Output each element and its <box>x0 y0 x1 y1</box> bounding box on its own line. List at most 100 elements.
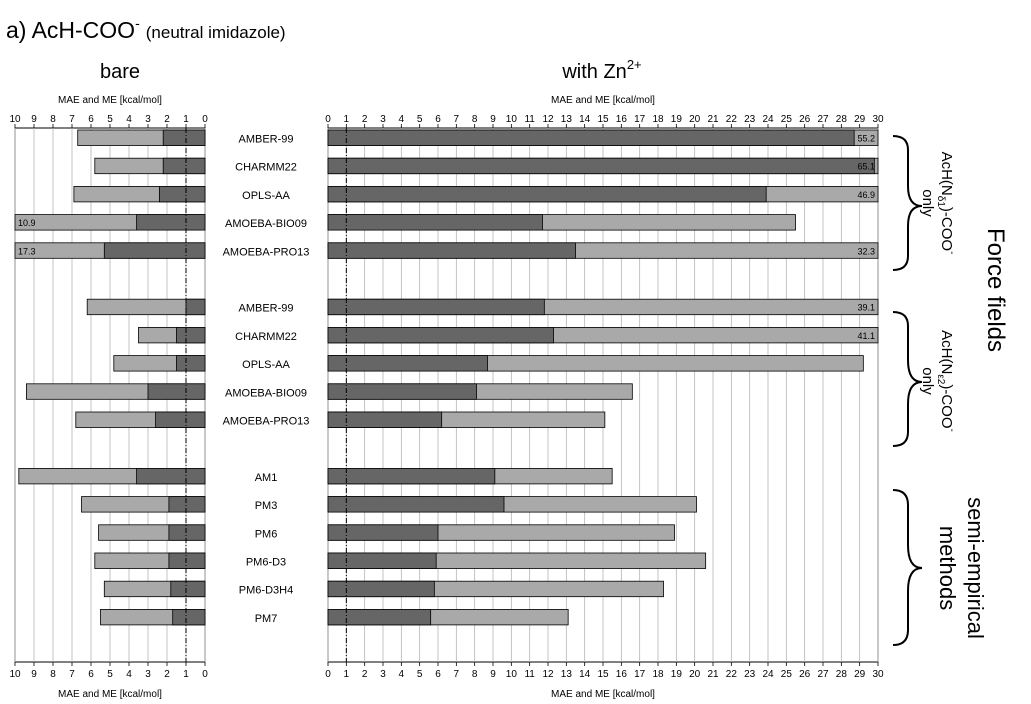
side-label-force-fields: Force fields <box>982 228 1009 352</box>
right-tick-label-top: 10 <box>506 114 518 125</box>
right-tick-label-bottom: 8 <box>472 669 478 680</box>
right-tick-label-top: 4 <box>399 114 405 125</box>
left-tick-label-top: 6 <box>88 114 94 125</box>
left-bar-me <box>103 242 206 259</box>
side-label-semi-empirical: semi-empirical methods <box>935 497 988 639</box>
right-tick-label-bottom: 4 <box>399 669 405 680</box>
right-tick-label-top: 29 <box>854 114 866 125</box>
left-bar-me <box>162 129 206 146</box>
svg-text:AcH(Nε2)-COO-: AcH(Nε2)-COO- <box>935 330 957 432</box>
category-label: PM6 <box>255 528 278 540</box>
left-overflow-label: 17.3 <box>18 246 36 256</box>
left-tick-label-bottom: 9 <box>31 669 37 680</box>
right-tick-label-top: 21 <box>707 114 719 125</box>
side-label-group2: AcH(Nε2)-COO- only <box>919 330 957 432</box>
category-label: CHARMM22 <box>235 162 297 174</box>
right-tick-label-top: 27 <box>817 114 829 125</box>
left-bar-me <box>136 214 206 231</box>
left-tick-label-top: 9 <box>31 114 37 125</box>
brace-group3-icon <box>892 489 923 646</box>
right-tick-label-bottom: 11 <box>524 669 535 680</box>
left-panel-title: bare <box>100 61 140 83</box>
brace-group2-icon <box>892 311 923 447</box>
category-label: AMOEBA-PRO13 <box>223 416 310 428</box>
left-xlabel-bottom: MAE and ME [kcal/mol] <box>58 689 162 700</box>
left-tick-label-bottom: 5 <box>107 669 113 680</box>
right-tick-label-bottom: 15 <box>597 669 609 680</box>
right-tick-label-top: 16 <box>616 114 628 125</box>
right-tick-label-top: 17 <box>634 114 646 125</box>
right-tick-label-top: 15 <box>597 114 609 125</box>
left-tick-label-top: 5 <box>107 114 113 125</box>
svg-text:semi-empirical: semi-empirical <box>963 497 988 639</box>
right-tick-label-bottom: 14 <box>579 669 591 680</box>
category-label: AMBER-99 <box>238 134 293 146</box>
left-tick-label-top: 4 <box>126 114 132 125</box>
category-label: PM7 <box>255 613 278 625</box>
right-tick-label-top: 7 <box>454 114 460 125</box>
right-tick-label-bottom: 17 <box>634 669 646 680</box>
right-tick-label-bottom: 27 <box>817 669 829 680</box>
right-tick-label-top: 2 <box>362 114 368 125</box>
right-panel: 0011223344556677889910101111121213131414… <box>325 95 884 700</box>
right-tick-label-top: 22 <box>726 114 738 125</box>
right-tick-label-top: 24 <box>762 114 774 125</box>
left-tick-label-top: 7 <box>69 114 75 125</box>
category-label: PM6-D3H4 <box>239 585 293 597</box>
right-tick-label-bottom: 10 <box>506 669 518 680</box>
right-bar-me <box>327 496 505 513</box>
left-bar-me <box>147 383 206 400</box>
right-tick-label-bottom: 18 <box>652 669 664 680</box>
right-bar-me <box>327 298 545 316</box>
right-tick-label-bottom: 26 <box>799 669 811 680</box>
side-label-group1: AcH(Nδ1)-COO- only <box>919 152 957 255</box>
left-bar-me <box>172 609 206 626</box>
left-tick-label-top: 0 <box>202 114 208 125</box>
left-bar-me <box>176 326 206 344</box>
right-tick-label-bottom: 20 <box>689 669 701 680</box>
left-bar-me <box>158 185 206 203</box>
right-tick-label-top: 20 <box>689 114 701 125</box>
left-bar-me <box>155 411 206 428</box>
right-overflow-label: 41.1 <box>857 331 875 341</box>
left-bar-me <box>170 580 206 598</box>
left-tick-label-bottom: 4 <box>126 669 132 680</box>
right-tick-label-bottom: 19 <box>671 669 683 680</box>
right-tick-label-bottom: 24 <box>762 669 774 680</box>
right-bar-me <box>327 157 875 175</box>
right-tick-label-bottom: 0 <box>325 669 331 680</box>
right-tick-label-top: 11 <box>524 114 535 125</box>
right-tick-label-top: 9 <box>490 114 496 125</box>
right-tick-label-top: 30 <box>872 114 884 125</box>
category-label: AM1 <box>255 472 278 484</box>
right-tick-label-bottom: 7 <box>454 669 460 680</box>
left-tick-label-bottom: 7 <box>69 669 75 680</box>
right-overflow-label: 65.1 <box>857 162 875 172</box>
right-bar-me <box>327 552 437 569</box>
right-tick-label-top: 26 <box>799 114 811 125</box>
svg-text:AcH(Nδ1)-COO-: AcH(Nδ1)-COO- <box>935 152 957 255</box>
brace-group1-icon <box>892 135 923 271</box>
right-bar-me <box>327 242 576 259</box>
left-xlabel-top: MAE and ME [kcal/mol] <box>58 95 162 106</box>
right-tick-label-top: 6 <box>435 114 441 125</box>
category-label: PM6-D3 <box>246 557 286 569</box>
category-label: OPLS-AA <box>242 190 290 202</box>
right-bar-me <box>327 524 439 541</box>
left-tick-label-bottom: 6 <box>88 669 94 680</box>
svg-text:only: only <box>919 367 936 395</box>
right-tick-label-bottom: 16 <box>616 669 628 680</box>
category-label: AMOEBA-PRO13 <box>223 246 310 258</box>
right-tick-label-top: 8 <box>472 114 478 125</box>
right-bar-me <box>327 326 554 344</box>
right-bar-me <box>327 467 496 485</box>
category-labels: AMBER-99 CHARMM22 OPLS-AA AMOEBA-BIO09 AMOEB… <box>223 134 310 625</box>
right-tick-label-bottom: 21 <box>707 669 719 680</box>
figure-title: a) AcH-COO- (neutral imidazole) <box>6 15 286 43</box>
category-label: CHARMM22 <box>235 331 297 343</box>
left-tick-label-top: 2 <box>164 114 170 125</box>
right-bar-me <box>327 185 767 203</box>
left-tick-label-bottom: 8 <box>50 669 56 680</box>
left-tick-label-top: 8 <box>50 114 56 125</box>
